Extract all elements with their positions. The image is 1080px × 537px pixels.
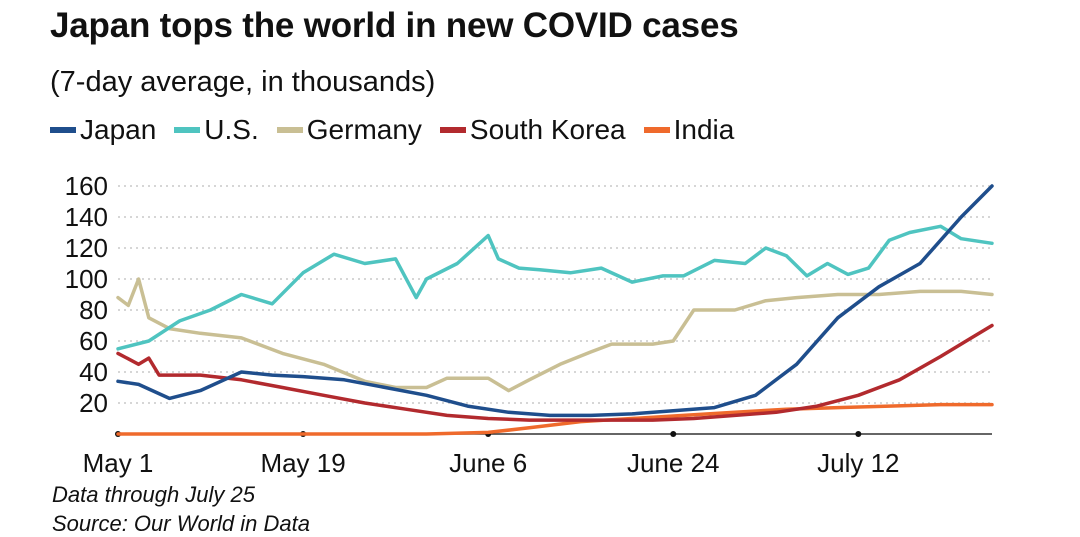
x-tick-label-1: May 19: [260, 448, 345, 478]
x-tick-label-0: May 1: [83, 448, 154, 478]
x-tick-label-2: June 6: [449, 448, 527, 478]
data-through-note: Data through July 25: [52, 482, 256, 507]
series-line-us: [116, 224, 994, 351]
source-note: Source: Our World in Data: [52, 511, 310, 536]
chart-legend: Japan U.S. Germany South Korea India: [50, 114, 752, 146]
legend-swatch-us: [174, 127, 201, 133]
y-tick-label-60: 60: [79, 326, 108, 356]
y-tick-label-140: 140: [65, 202, 108, 232]
x-tick-label-4: July 12: [817, 448, 899, 478]
legend-swatch-south-korea: [439, 127, 466, 133]
y-tick-label-20: 20: [79, 388, 108, 418]
legend-label-india: India: [673, 114, 735, 145]
legend-label-us: U.S.: [204, 114, 259, 145]
series-line-germany: [116, 277, 994, 393]
x-tick-3: [670, 431, 677, 437]
series-line-south-korea: [116, 323, 994, 422]
chart-subtitle: (7-day average, in thousands): [50, 66, 436, 98]
x-tick-label-3: June 24: [627, 448, 720, 478]
y-tick-label-120: 120: [65, 233, 108, 263]
y-tick-label-40: 40: [79, 357, 108, 387]
chart-title: Japan tops the world in new COVID cases: [50, 6, 739, 45]
x-tick-4: [855, 431, 862, 437]
legend-item-south-korea: South Korea: [439, 114, 626, 146]
legend-label-japan: Japan: [80, 114, 157, 145]
legend-swatch-japan: [50, 127, 76, 133]
y-tick-label-160: 160: [65, 171, 108, 201]
legend-swatch-india: [643, 127, 670, 133]
legend-item-india: India: [643, 114, 735, 146]
series-line-japan: [116, 184, 994, 418]
y-tick-label-80: 80: [79, 295, 108, 325]
legend-item-germany: Germany: [276, 114, 422, 146]
legend-label-germany: Germany: [306, 114, 422, 145]
legend-item-japan: Japan: [50, 114, 156, 146]
y-tick-label-100: 100: [65, 264, 108, 294]
legend-item-us: U.S.: [174, 114, 259, 146]
legend-label-south-korea: South Korea: [469, 114, 626, 145]
legend-swatch-germany: [276, 127, 303, 133]
